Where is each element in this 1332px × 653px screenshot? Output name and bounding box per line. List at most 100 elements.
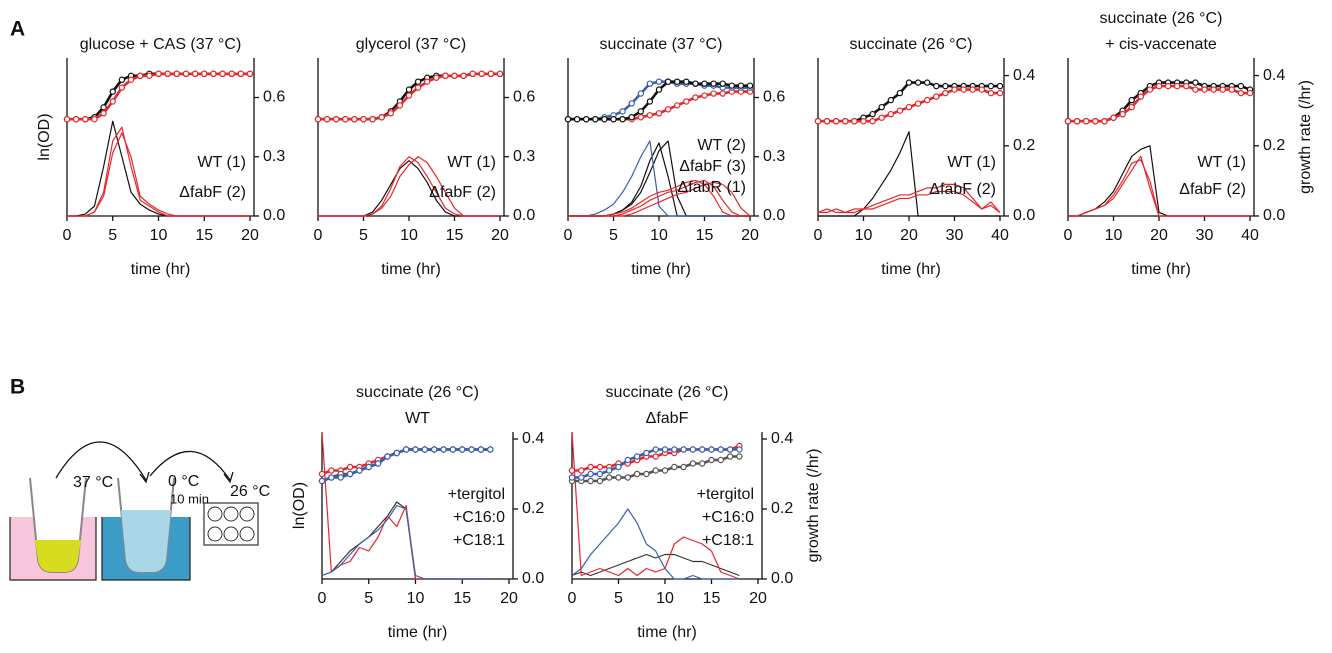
chart-panel: succinate (26 °C) 0 10 20 30 400.0 0.2 0.4 time …: [814, 36, 1036, 278]
od-marker: [356, 467, 363, 474]
od-marker: [615, 463, 622, 471]
y-tick-label: 0.3: [763, 148, 785, 165]
od-marker: [869, 117, 876, 125]
x-tick-label: 15: [703, 590, 721, 607]
x-tick-label: 20: [900, 227, 918, 244]
chart-title: succinate (37 °C): [600, 36, 723, 53]
od-marker: [182, 70, 190, 78]
od-marker: [624, 474, 632, 481]
od-marker: [914, 79, 922, 86]
od-marker: [210, 70, 217, 78]
od-marker: [1173, 82, 1181, 90]
arrow: [149, 450, 231, 481]
od-marker: [637, 108, 645, 115]
od-marker: [646, 80, 654, 87]
od-curve: [67, 72, 250, 121]
od-marker: [851, 117, 858, 125]
od-marker: [587, 477, 594, 485]
x-tick-label: 5: [614, 590, 623, 607]
chart-title: + cis-vaccenate: [1105, 36, 1217, 53]
legend-entry: ΔfabF (2): [929, 181, 996, 198]
chart-panel: glycerol (37 °C) 0 5 10 15 200.0 0.3 0.6 time (h…: [314, 36, 536, 278]
temperature-label: 37 °C: [73, 474, 113, 491]
chart-title: glucose + CAS (37 °C): [80, 36, 242, 53]
od-marker: [414, 84, 422, 91]
od-curve: [67, 72, 250, 121]
schematic: 37 °C 0 °C 10 min 26 °C: [9, 441, 270, 581]
od-marker: [1128, 96, 1135, 104]
od-marker: [896, 107, 904, 114]
od-marker: [664, 78, 672, 85]
od-marker: [643, 449, 650, 457]
od-marker: [633, 453, 641, 460]
od-marker: [833, 117, 840, 125]
x-tick-label: 15: [195, 227, 213, 244]
arrow-head: [223, 471, 234, 484]
chart-panel: glucose + CAS (37 °C) 0 5 10 15 200.0 0.3 0.6 ti…: [36, 36, 285, 278]
od-marker: [91, 116, 98, 123]
od-marker: [596, 477, 604, 485]
od-marker: [996, 89, 1004, 97]
od-marker: [477, 446, 485, 453]
od-marker: [136, 72, 144, 79]
od-marker: [346, 470, 354, 478]
od-marker: [596, 470, 604, 478]
od-marker: [628, 100, 635, 107]
chart-title: succinate (26 °C): [1100, 10, 1223, 27]
od-marker: [633, 470, 641, 478]
y-tick-label: 0.0: [513, 207, 535, 224]
od-marker: [1237, 89, 1245, 97]
y-tick-label: 0.0: [771, 570, 793, 587]
x-tick-label: 15: [446, 227, 464, 244]
od-marker: [610, 116, 617, 123]
growth-rate-curve: [1068, 155, 1250, 217]
y-tick-label: 0.2: [522, 500, 544, 517]
od-curve: [321, 448, 491, 483]
x-tick-label: 5: [609, 227, 618, 244]
od-marker: [1101, 117, 1108, 125]
od-marker: [878, 114, 885, 121]
od-marker: [449, 446, 457, 453]
od-marker: [578, 474, 585, 481]
od-marker: [717, 446, 725, 453]
od-marker: [619, 116, 626, 123]
od-marker: [360, 116, 367, 123]
legend-entry: ΔfabF (2): [1179, 181, 1246, 198]
od-marker: [396, 102, 404, 109]
culture: [121, 510, 171, 572]
od-marker: [692, 80, 699, 87]
od-marker: [933, 82, 940, 90]
x-tick-label: 15: [453, 590, 471, 607]
od-marker: [671, 446, 678, 453]
od-marker: [155, 70, 162, 78]
od-marker: [412, 446, 419, 453]
od-marker: [433, 74, 440, 81]
bath-outline: [9, 517, 97, 581]
od-marker: [587, 463, 594, 471]
od-marker: [896, 89, 904, 97]
od-marker: [82, 116, 89, 123]
od-marker: [387, 110, 394, 117]
od-marker: [468, 446, 475, 453]
od-marker: [878, 103, 885, 111]
x-tick-label: 5: [108, 227, 117, 244]
od-marker: [689, 446, 697, 453]
od-marker: [661, 467, 669, 474]
od-marker: [746, 82, 754, 89]
y-axis-label: ln(OD): [36, 113, 53, 160]
od-marker: [337, 474, 344, 481]
culture: [35, 540, 81, 572]
od-marker: [384, 453, 391, 460]
od-marker: [699, 460, 706, 467]
growth-rate-curve: [318, 156, 500, 217]
chart-title: succinate (26 °C): [356, 384, 479, 401]
growth-rate-curve: [818, 131, 1000, 217]
od-marker: [655, 78, 663, 85]
growth-rate-curve: [818, 190, 1001, 214]
od-marker: [1237, 82, 1245, 90]
wells: [207, 506, 255, 542]
legend-entry: WT (1): [447, 154, 496, 171]
od-marker: [431, 446, 438, 453]
od-marker: [323, 116, 331, 123]
